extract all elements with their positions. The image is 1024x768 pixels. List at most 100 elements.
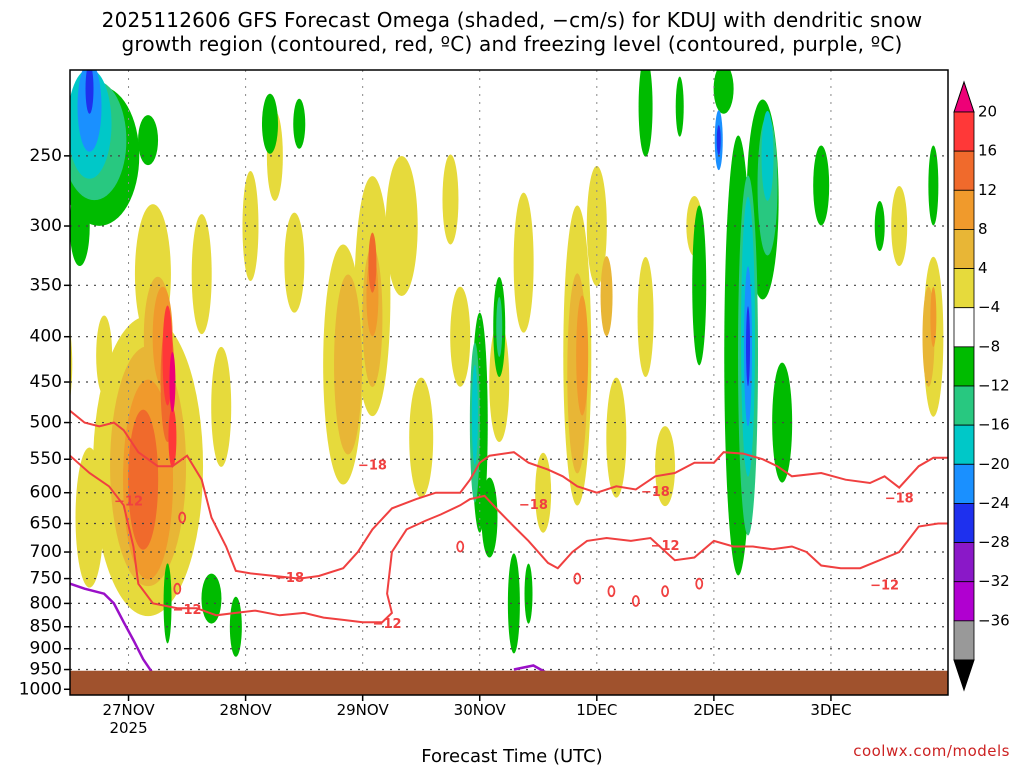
omega-shade-neg4 (201, 573, 222, 624)
omega-shade-neg4 (261, 93, 278, 154)
omega-shade-pos8 (334, 274, 363, 455)
x-axis: 27NOV 28NOV 29NOV 30NOV 1DEC 2DEC 3DEC 2025 (102, 695, 851, 737)
omega-shade-pos4 (586, 166, 607, 287)
colorbar-label: 4 (978, 259, 988, 277)
colorbar-top-arrow (953, 80, 975, 113)
colorbar-segment (953, 463, 975, 504)
colorbar-segment (953, 346, 975, 387)
omega-shade-neg4 (481, 477, 498, 558)
colorbar-segment (953, 111, 975, 152)
omega-shade-pos12 (576, 295, 589, 416)
omega-shade-neg4 (692, 205, 707, 366)
y-tick-label: 550 (30, 449, 62, 469)
colorbar-label: −32 (978, 572, 1010, 590)
x-tick-label: 27NOV (102, 701, 155, 719)
y-tick-label: 850 (30, 617, 62, 637)
colorbar-label: 8 (978, 220, 988, 238)
contour-closed-small (573, 572, 582, 585)
contour-label: −18 (358, 459, 387, 474)
colorbar: 20 16 12 8 4 −4 −8 −12 −16 −20 −24 −28 −32 −36 (953, 80, 1010, 692)
omega-shade-neg20 (85, 70, 94, 114)
contour-label: −12 (870, 579, 899, 594)
contour-label: −12 (651, 539, 680, 554)
y-tick-label: 400 (30, 327, 62, 347)
omega-shade-pos12 (930, 286, 937, 347)
omega-shade-pos4 (409, 377, 434, 498)
omega-shade-neg4 (713, 70, 734, 114)
colorbar-label: 20 (978, 103, 997, 121)
colorbar-segment (953, 268, 975, 309)
omega-shade-neg4 (524, 563, 533, 624)
y-axis: 2503003504004505005506006507007508008509… (19, 146, 70, 699)
colorbar-label: 12 (978, 181, 997, 199)
omega-shade-neg8 (496, 296, 503, 357)
omega-shade-neg4 (293, 98, 306, 149)
x-tick-label: 28NOV (220, 701, 273, 719)
colorbar-segment (953, 424, 975, 465)
colorbar-segment (953, 150, 975, 191)
colorbar-label: −28 (978, 533, 1010, 551)
contour-closed-small (631, 595, 640, 607)
x-tick-label: 3DEC (810, 701, 851, 719)
grid-lines (70, 70, 948, 695)
contour-label: −18 (519, 498, 548, 513)
terrain-fill (70, 670, 948, 695)
contour-closed-small (661, 585, 669, 598)
contour-closed-small (178, 511, 187, 524)
colorbar-segment (953, 620, 975, 661)
colorbar-label: −4 (978, 298, 1000, 316)
colorbar-segment (953, 229, 975, 269)
y-tick-label: 1000 (19, 679, 62, 699)
x-tick-label: 1DEC (576, 701, 617, 719)
contour-minus18 (70, 410, 948, 580)
contour-closed-small (173, 582, 182, 595)
credit-text: coolwx.com/models (853, 742, 1010, 760)
omega-shade-pos4 (242, 171, 259, 282)
contour-closed-small (695, 577, 704, 590)
omega-shade-pos4 (442, 154, 459, 245)
colorbar-label: −12 (978, 377, 1010, 395)
y-tick-label: 450 (30, 372, 62, 392)
omega-shade-pos4 (891, 186, 908, 267)
omega-shade-neg4 (813, 145, 830, 226)
omega-shade-neg4 (138, 115, 159, 166)
x-tick-sublabel: 2025 (109, 719, 147, 737)
colorbar-bottom-arrow (953, 659, 975, 692)
contour-closed-small (607, 585, 616, 598)
chart-title-line2: growth region (contoured, red, ºC) and f… (121, 32, 903, 56)
y-tick-label: 300 (30, 216, 62, 236)
colorbar-segment (953, 542, 975, 583)
omega-shade-pos4 (606, 377, 627, 498)
omega-shade-neg4 (638, 70, 653, 157)
colorbar-label: −8 (978, 337, 1000, 355)
chart-title-line1: 2025112606 GFS Forecast Omega (shaded, −… (101, 8, 923, 32)
contour-label: −12 (173, 603, 202, 618)
contour-label: −12 (114, 495, 143, 510)
colorbar-segment (953, 503, 975, 543)
y-tick-label: 600 (30, 483, 62, 503)
omega-shade-neg20 (716, 125, 721, 156)
colorbar-label: −16 (978, 416, 1010, 434)
omega-shade-pos4 (655, 426, 676, 507)
colorbar-label: −20 (978, 455, 1010, 473)
y-tick-label: 950 (30, 660, 62, 680)
y-tick-label: 900 (30, 639, 62, 659)
omega-shade-neg12 (471, 364, 478, 465)
terrain (70, 670, 948, 695)
colorbar-segment (953, 581, 975, 622)
contours: −18 −18 −18 −18 −18 −12 −12 −12 −12 −12 (70, 410, 948, 675)
x-tick-label: 2DEC (693, 701, 734, 719)
omega-shade-pos16 (128, 409, 159, 550)
omega-shade-pos8 (600, 256, 613, 337)
colorbar-segment (953, 385, 975, 426)
contour-minus12 (70, 454, 948, 624)
y-tick-label: 750 (30, 569, 62, 589)
colorbar-label: 16 (978, 142, 997, 160)
omega-shade-pos4 (637, 256, 654, 377)
omega-shade-pos16 (368, 232, 377, 293)
omega-shade-pos4 (284, 212, 305, 313)
y-tick-label: 350 (30, 275, 62, 295)
omega-shade-pos4 (450, 286, 471, 387)
contour-freezing-level (70, 582, 154, 675)
contour-label: −18 (275, 571, 304, 586)
